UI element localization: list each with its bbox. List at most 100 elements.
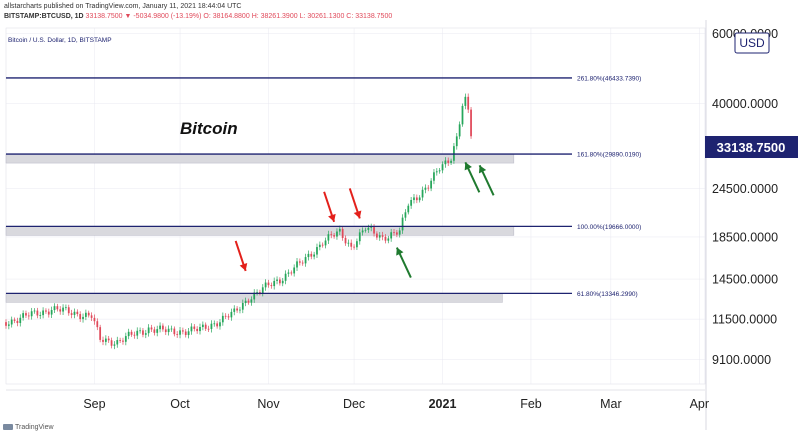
- arrow-green-head: [464, 162, 472, 171]
- candle-body: [107, 338, 110, 341]
- candle-body: [227, 316, 230, 318]
- candle-body: [102, 339, 104, 342]
- candle-body: [59, 309, 62, 312]
- candle-body: [413, 197, 415, 201]
- candle-body: [96, 321, 99, 328]
- fib-zone: [5, 153, 515, 164]
- arrow-red-head: [239, 263, 248, 271]
- quote-line: BITSTAMP:BTCUSD, 1D 33138.7500 ▼ -5034.9…: [4, 13, 392, 20]
- candle-body: [341, 228, 344, 238]
- x-tick-label: Feb: [520, 397, 542, 411]
- candle-body: [147, 327, 150, 334]
- candle-body: [139, 330, 141, 332]
- candle-body: [433, 172, 435, 181]
- candle-body: [301, 262, 304, 264]
- currency-label: USD: [739, 36, 765, 50]
- candle-body: [85, 312, 87, 317]
- candle-body: [276, 279, 278, 281]
- candle-body: [53, 306, 56, 311]
- candle-body: [27, 315, 30, 317]
- x-tick-label: 2021: [429, 397, 457, 411]
- arrow-red-head: [328, 213, 336, 222]
- candle-body: [230, 311, 233, 318]
- candle-body: [184, 331, 187, 336]
- candle-body: [284, 273, 287, 281]
- candle-body: [401, 217, 404, 231]
- candle-body: [387, 238, 390, 241]
- candle-body: [119, 340, 122, 341]
- y-tick-label: 9100.0000: [712, 353, 771, 367]
- candle-body: [239, 309, 241, 311]
- candle-body: [270, 285, 273, 287]
- candle-body: [204, 324, 207, 329]
- candle-body: [333, 235, 335, 237]
- candle-body: [199, 327, 201, 332]
- candle-body: [307, 253, 310, 258]
- candle-body: [390, 232, 393, 239]
- candle-body: [136, 330, 139, 336]
- candle-body: [87, 312, 90, 316]
- candle-body: [410, 200, 413, 206]
- candle-body: [39, 315, 42, 316]
- candle-body: [99, 327, 102, 340]
- candle-body: [367, 227, 370, 230]
- candle-body: [464, 96, 467, 106]
- candle-body: [16, 320, 19, 324]
- candle-body: [347, 242, 350, 244]
- candle-body: [22, 313, 25, 318]
- y-tick-label: 40000.0000: [712, 97, 778, 111]
- x-tick-label: Oct: [170, 397, 190, 411]
- candle-body: [350, 242, 353, 247]
- candle-body: [296, 261, 298, 268]
- candle-body: [236, 308, 238, 311]
- candle-body: [182, 330, 184, 332]
- candle-body: [47, 311, 50, 315]
- candle-body: [293, 267, 296, 274]
- candle-body: [318, 244, 321, 248]
- grid-layer: [5, 27, 706, 385]
- candle-body: [298, 261, 301, 263]
- candle-body: [233, 308, 236, 312]
- candle-body: [450, 160, 452, 163]
- candle-body: [381, 235, 384, 237]
- candle-body: [190, 326, 193, 332]
- fib-level-label: 61.80%(13346.2990): [577, 291, 638, 298]
- candle-body: [127, 331, 130, 337]
- candle-body: [122, 340, 124, 342]
- currency-button[interactable]: [734, 32, 770, 54]
- arrow-red-head: [353, 210, 362, 219]
- candle-body: [50, 310, 53, 315]
- candle-body: [219, 322, 221, 327]
- candle-body: [253, 292, 256, 300]
- fib-level-label: 261.80%(46433.7390): [577, 75, 641, 82]
- candle-body: [438, 170, 441, 172]
- x-tick-label: Sep: [83, 397, 105, 411]
- candle-body: [93, 317, 96, 322]
- candle-body: [164, 329, 167, 333]
- candle-body: [316, 247, 318, 255]
- candle-body: [344, 237, 347, 244]
- candle-body: [330, 234, 333, 236]
- candle-body: [358, 232, 361, 242]
- candle-body: [159, 325, 161, 330]
- candle-body: [156, 329, 159, 333]
- bitcoin-annotation: Bitcoin: [180, 119, 238, 138]
- candle-body: [153, 329, 156, 333]
- candle-body: [19, 317, 22, 324]
- x-tick-label: Dec: [343, 397, 365, 411]
- candle-body: [259, 292, 261, 294]
- candle-body: [179, 330, 181, 335]
- candle-body: [415, 197, 418, 201]
- candle-body: [313, 254, 316, 257]
- candle-body: [398, 230, 401, 235]
- candle-body: [193, 326, 196, 329]
- candle-body: [210, 323, 213, 329]
- candle-body: [247, 300, 250, 303]
- candle-body: [150, 327, 153, 330]
- candle-body: [321, 244, 324, 246]
- candle-body: [458, 124, 461, 137]
- candle-body: [201, 324, 204, 328]
- candle-body: [187, 331, 190, 336]
- fib-level-label: 161.80%(29890.0190): [577, 152, 641, 159]
